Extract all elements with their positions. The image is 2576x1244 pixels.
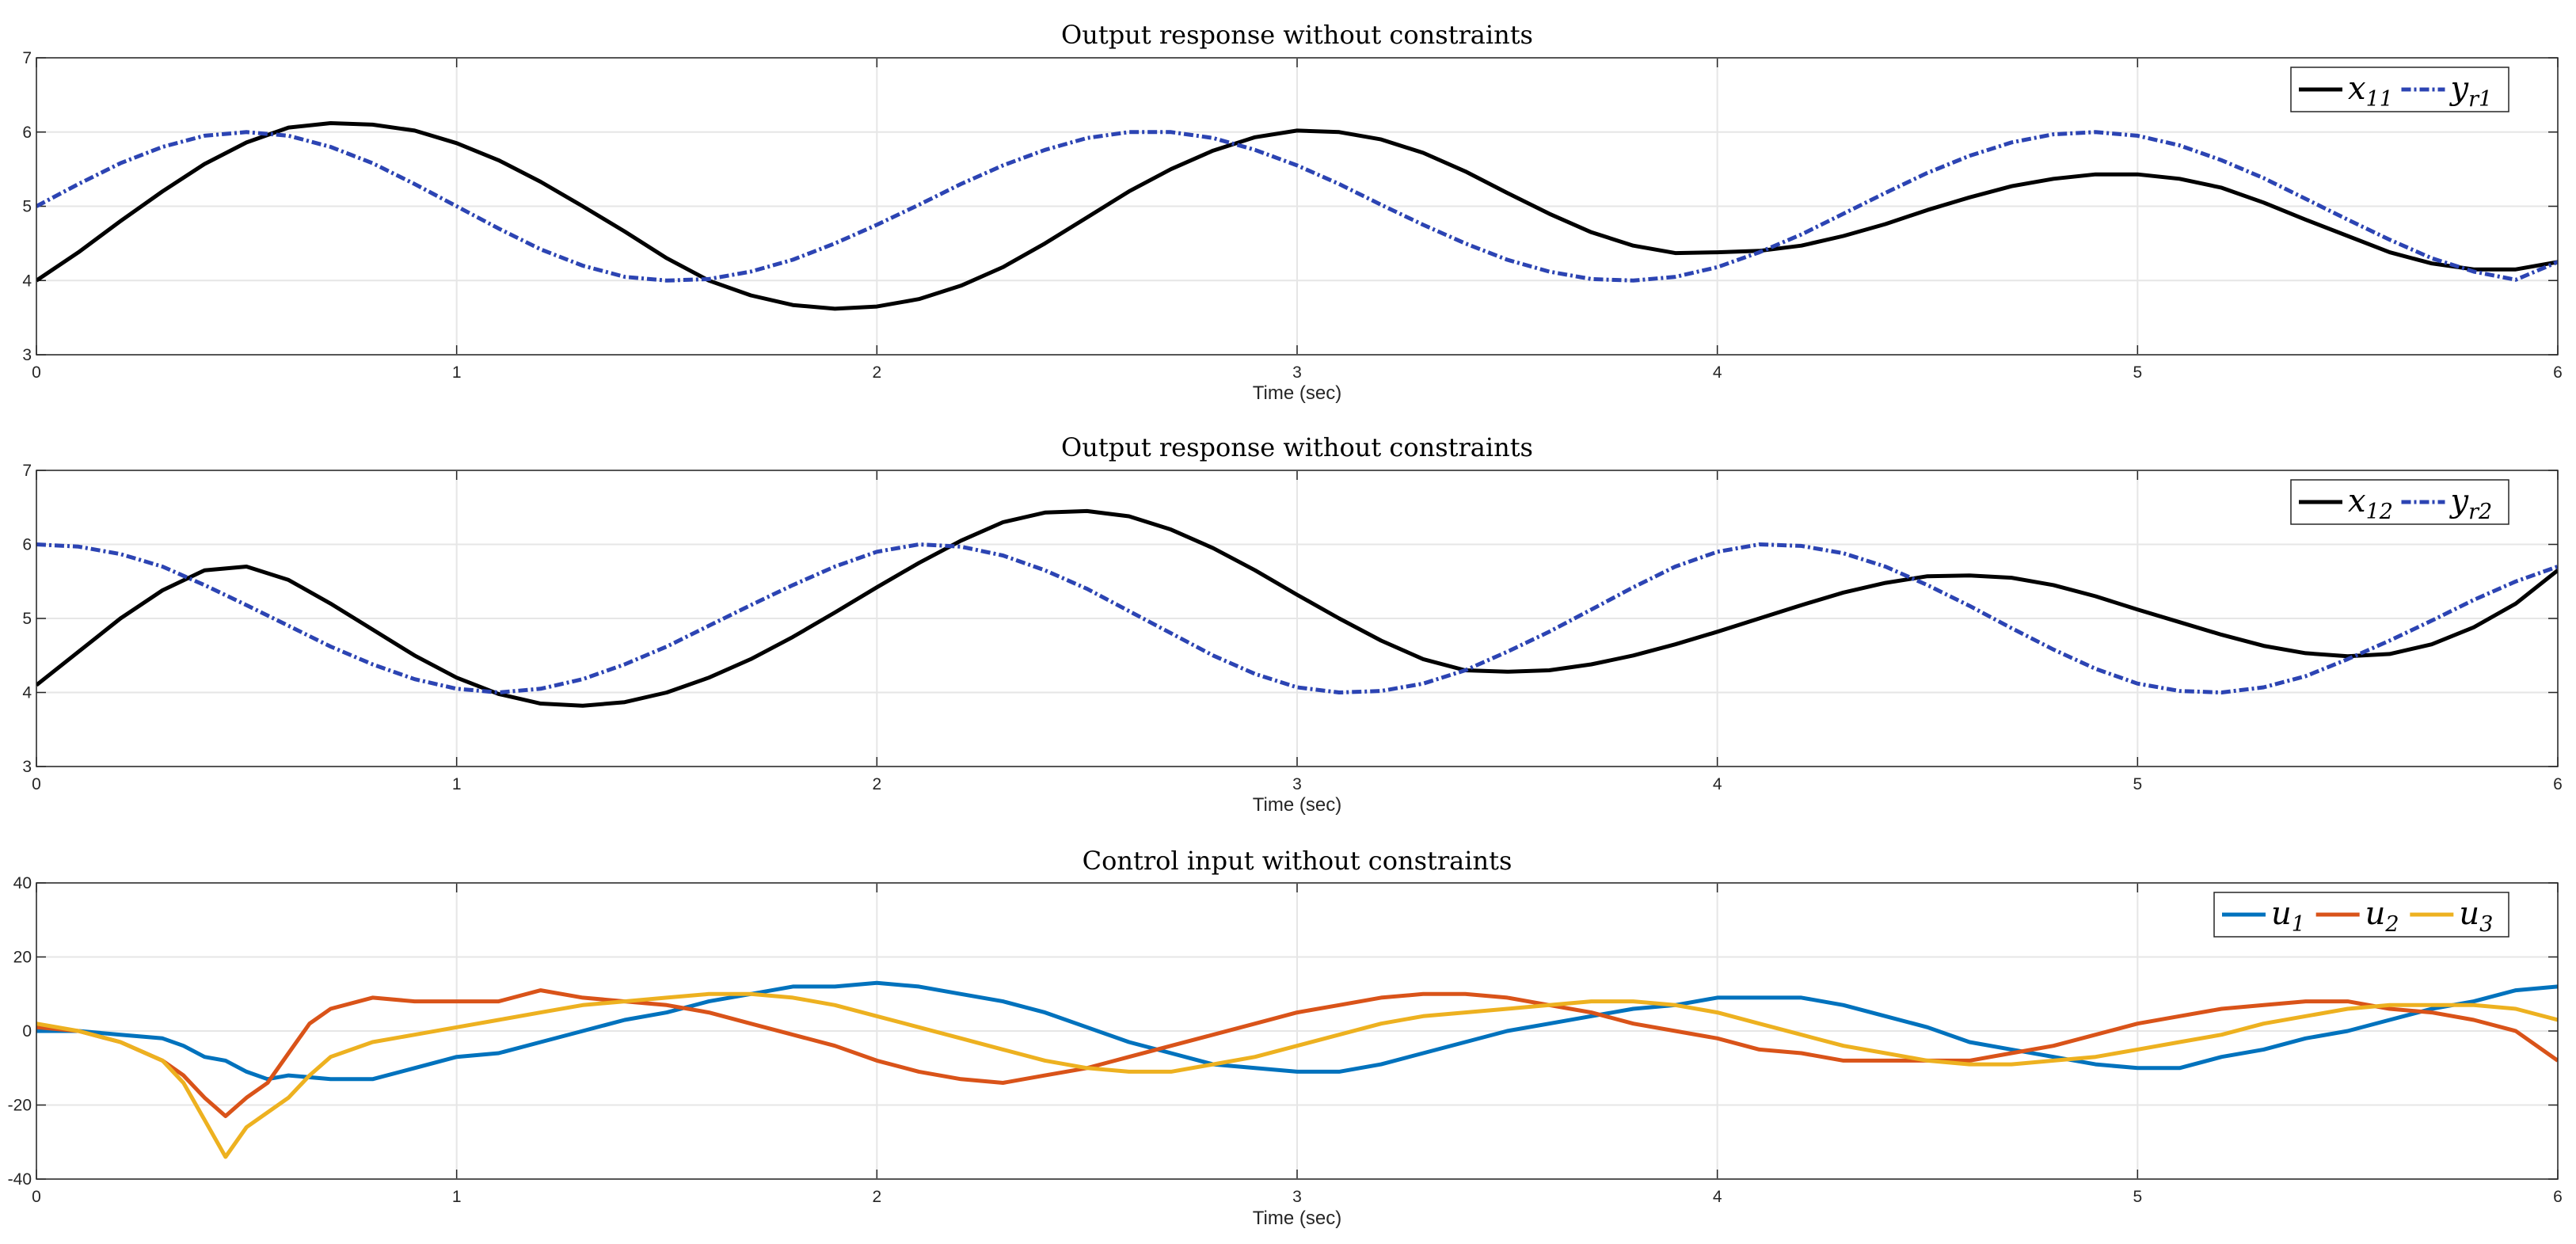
x-tick-label: 3: [1292, 1188, 1302, 1206]
x-tick-label: 2: [872, 775, 881, 793]
axes-box: [36, 470, 2559, 767]
series-line-u3: [36, 991, 2558, 1159]
y-tick-label: 0: [22, 1022, 32, 1040]
legend: x11 yr1: [2290, 67, 2509, 112]
legend: x12 yr2: [2290, 479, 2509, 525]
x-tick-label: 5: [2133, 1188, 2142, 1206]
legend: u1 u2 u3: [2213, 892, 2509, 938]
chart-title: Output response without constraints: [1061, 20, 1533, 50]
series-line-x12: [36, 508, 2558, 708]
series-line-u2: [36, 988, 2558, 1118]
legend-label-x11: x11: [2348, 70, 2393, 112]
x-tick-label: 4: [1713, 363, 1722, 382]
legend-subscript: 1: [2292, 912, 2305, 937]
x-tick-label: 2: [872, 1188, 881, 1206]
x-tick-label: 6: [2553, 363, 2563, 382]
x-tick-label: 0: [32, 775, 41, 793]
x-tick-label: 2: [872, 363, 881, 382]
y-tick-label: -20: [8, 1097, 32, 1115]
x-axis-label: Time (sec): [1253, 794, 1341, 816]
chart-title: Control input without constraints: [1083, 846, 1512, 876]
chart-1: Output response without constraints 0 1 2 3 4…: [22, 20, 2563, 404]
x-tick-label: 1: [452, 1188, 462, 1206]
y-tick-label: 7: [22, 49, 32, 67]
x-tick-label: 1: [452, 363, 462, 382]
legend-subscript: r1: [2468, 87, 2492, 112]
x-tick-label: 6: [2553, 1188, 2563, 1206]
y-tick-label: 6: [22, 536, 32, 554]
y-tick-label: -40: [8, 1170, 32, 1189]
x-axis-label: Time (sec): [1253, 382, 1341, 404]
chart-3: Control input without constraints 0 1 2 3 4 5 6…: [8, 846, 2563, 1229]
series-line-yr2: [36, 542, 2558, 694]
x-tick-label: 3: [1292, 775, 1302, 793]
x-tick-label: 3: [1292, 363, 1302, 382]
legend-subscript: 3: [2479, 912, 2493, 937]
axes-box: [36, 882, 2559, 1180]
series-line-yr1: [36, 130, 2558, 283]
x-tick-label: 4: [1713, 775, 1722, 793]
series-line-x11: [36, 121, 2558, 311]
axes-box: [36, 57, 2559, 356]
y-tick-label: 5: [22, 198, 32, 216]
legend-subscript: 2: [2384, 912, 2399, 937]
x-tick-label: 5: [2133, 363, 2142, 382]
legend-subscript: r2: [2468, 500, 2492, 524]
y-tick-label: 5: [22, 610, 32, 628]
series-line-u1: [36, 980, 2558, 1082]
x-axis-label: Time (sec): [1253, 1208, 1341, 1229]
x-tick-label: 6: [2553, 775, 2563, 793]
legend-subscript: 11: [2366, 87, 2393, 112]
y-tick-label: 4: [22, 272, 32, 290]
legend-subscript: 12: [2366, 500, 2393, 524]
x-tick-label: 5: [2133, 775, 2142, 793]
y-tick-label: 40: [13, 874, 32, 892]
y-tick-label: 3: [22, 758, 32, 776]
y-tick-label: 6: [22, 124, 32, 142]
y-tick-label: 20: [13, 949, 32, 967]
x-tick-label: 4: [1713, 1188, 1722, 1206]
y-tick-label: 4: [22, 684, 32, 702]
x-tick-label: 0: [32, 363, 41, 382]
y-tick-label: 3: [22, 346, 32, 364]
y-tick-label: 7: [22, 462, 32, 480]
chart-title: Output response without constraints: [1061, 432, 1533, 462]
x-tick-label: 0: [32, 1188, 41, 1206]
x-tick-label: 1: [452, 775, 462, 793]
